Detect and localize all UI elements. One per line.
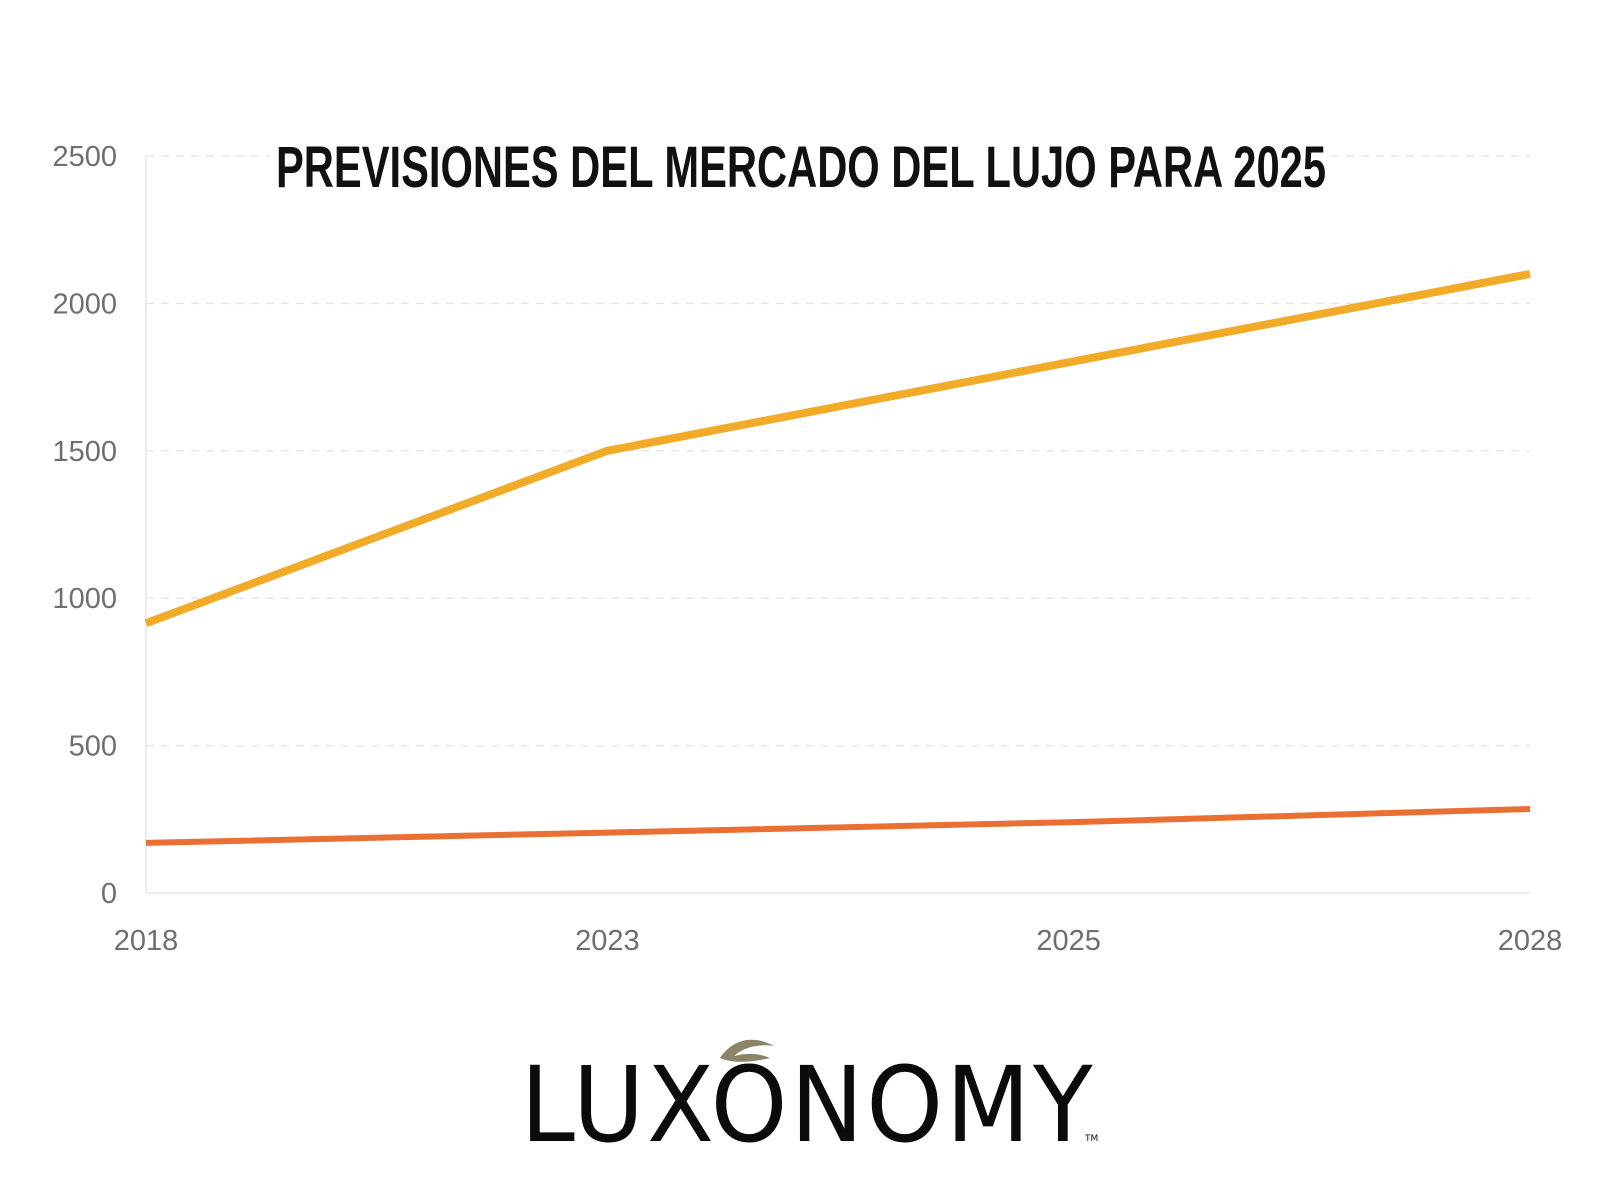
trademark-label: TM (1084, 1134, 1098, 1144)
title-backdrop (270, 128, 1332, 204)
axes (145, 156, 1530, 894)
y-tick-label: 0 (101, 878, 117, 910)
x-tick-label: 2028 (1498, 925, 1563, 957)
y-tick-label: 1000 (52, 583, 117, 615)
y-axis-ticks: 0 500 1000 1500 2000 2500 (52, 141, 117, 910)
brand-wordmark: LUXONOMY (521, 1044, 1096, 1166)
y-tick-label: 500 (69, 731, 117, 763)
series-line-2 (145, 805, 1531, 846)
leaf-icon (720, 1039, 774, 1062)
brand-logo: LUXONOMY TM (521, 1039, 1098, 1166)
series-lines (144, 269, 1531, 846)
x-tick-label: 2025 (1036, 925, 1101, 957)
x-axis-ticks: 2018 2023 2025 2028 (114, 925, 1563, 957)
y-tick-label: 2500 (52, 141, 117, 173)
y-tick-label: 1500 (52, 436, 117, 468)
x-tick-label: 2023 (575, 925, 640, 957)
grid-lines (146, 155, 1530, 747)
y-tick-label: 2000 (52, 288, 117, 320)
chart-title: PREVISIONES DEL MERCADO DEL LUJO PARA 20… (276, 135, 1326, 200)
x-tick-label: 2018 (114, 925, 179, 957)
series-line-1 (144, 269, 1531, 628)
